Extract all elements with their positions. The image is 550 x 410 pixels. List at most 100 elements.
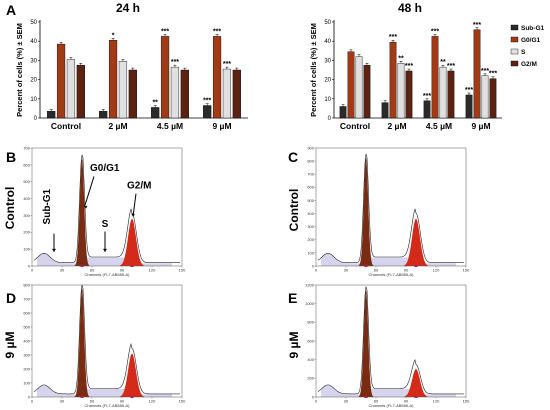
legend-swatch [510, 48, 519, 55]
y-tick-label: 500 [23, 324, 30, 329]
g2-peak-area [404, 218, 428, 266]
y-tick-label: 50 [324, 20, 331, 26]
bar [389, 41, 397, 119]
g2-peak-area [120, 353, 144, 397]
x-tick-label: 90 [404, 268, 409, 273]
g2-peak-area [404, 369, 428, 397]
g1-peak-area [358, 157, 374, 266]
y-tick-label: 300 [23, 213, 30, 218]
row-label: Control [3, 187, 17, 230]
y-tick-label: 0 [328, 116, 332, 122]
significance-label: *** [473, 22, 481, 29]
x-tick-label: 120 [433, 399, 440, 404]
y-axis-label: Percent of cells (%) ± SEM [309, 23, 318, 117]
bar [339, 106, 347, 119]
y-tick-label: 300 [307, 224, 314, 229]
x-axis-label: Channels (FL7-AB585-A) [85, 403, 131, 408]
panel-letter: C [288, 149, 298, 165]
annotation-g0g1: G0/G1 [90, 163, 120, 174]
bar [381, 102, 389, 119]
peak-marker [130, 264, 134, 267]
x-tick-label: 60 [374, 268, 379, 273]
y-tick-label: 200 [307, 376, 314, 381]
x-tick-label: 120 [433, 268, 440, 273]
plot-frame [315, 147, 467, 267]
x-tick-label: 0 [31, 268, 34, 273]
peak-marker [364, 395, 368, 398]
y-tick-label: 200 [23, 230, 30, 235]
significance-label: *** [213, 28, 221, 35]
x-tick-label: 120 [149, 399, 156, 404]
x-tick-label: 150 [463, 399, 470, 404]
bar [439, 66, 447, 119]
x-tick-label: 30 [60, 268, 65, 273]
y-tick-label: 10 [30, 97, 37, 103]
bar [66, 59, 76, 119]
y-tick-label: 500 [307, 198, 314, 203]
y-tick-label: 30 [30, 58, 37, 64]
y-tick-label: 200 [307, 237, 314, 242]
bar [203, 105, 212, 119]
x-tick-label: 150 [179, 399, 186, 404]
x-tick-label: 150 [463, 268, 470, 273]
y-tick-label: 400 [23, 338, 30, 343]
row-label: 9 µM [3, 332, 17, 359]
bar [118, 61, 128, 119]
peak-marker [80, 395, 84, 398]
bar [47, 111, 56, 119]
peak-marker [414, 395, 418, 398]
y-tick-label: 20 [30, 78, 37, 84]
y-tick-label: 40 [30, 39, 37, 45]
peak-marker [364, 264, 368, 267]
plot-frame [315, 284, 467, 398]
y-tick-label: 400 [307, 357, 314, 362]
x-tick-label: 30 [344, 268, 349, 273]
category-label: 9 µM [471, 121, 490, 131]
bar [473, 29, 481, 119]
y-tick-label: 1000 [305, 301, 315, 306]
y-tick-label: 30 [324, 58, 331, 64]
x-tick-label: 0 [315, 268, 318, 273]
y-tick-label: 0 [28, 394, 31, 399]
significance-label: *** [171, 59, 179, 66]
significance-label: ** [440, 59, 446, 66]
bar [108, 40, 118, 119]
histogram-b: B Control 0 30 60 90 120 150 0 100 200 300 400 500 600… [3, 145, 186, 277]
bar [363, 64, 371, 119]
arrowhead-sub-g1 [52, 248, 56, 252]
bar [160, 36, 170, 119]
s-phase-area [321, 253, 456, 266]
y-tick-label: 400 [307, 211, 314, 216]
histogram-e: E 9 µM 0 30 60 90 120 150 0 200 400 600 800 1000 1200 C… [287, 282, 470, 408]
y-axis-label: Percent of cells (%) ± SEM [15, 23, 24, 117]
g2-peak-area [120, 218, 144, 266]
y-tick-label: 700 [307, 172, 314, 177]
y-tick-label: 100 [23, 380, 30, 385]
x-tick-label: 30 [344, 399, 349, 404]
g1-peak-area [358, 289, 374, 397]
panel-letter: B [6, 149, 16, 165]
y-tick-label: 100 [23, 247, 30, 252]
y-tick-label: 10 [324, 97, 331, 103]
panel-letter: E [288, 290, 297, 306]
histogram-trace [33, 154, 180, 263]
row-label: 9 µM [287, 332, 301, 359]
y-tick-label: 50 [30, 20, 37, 26]
chart-title: 48 h [398, 1, 422, 15]
significance-label: * [112, 32, 115, 39]
row-label: Control [287, 189, 301, 232]
y-tick-label: 700 [23, 145, 30, 150]
x-axis-label: Channels (FL7-AB585-A) [369, 403, 415, 408]
significance-label: *** [481, 68, 489, 75]
bar [76, 64, 85, 119]
significance-label: *** [423, 93, 431, 100]
bar [151, 107, 160, 119]
significance-label: *** [223, 61, 231, 68]
histogram-trace [317, 153, 464, 263]
bar [180, 69, 189, 119]
arrow-g2m [132, 193, 137, 217]
x-tick-label: 0 [31, 399, 34, 404]
legend-swatch [510, 60, 519, 67]
y-tick-label: 600 [23, 310, 30, 315]
